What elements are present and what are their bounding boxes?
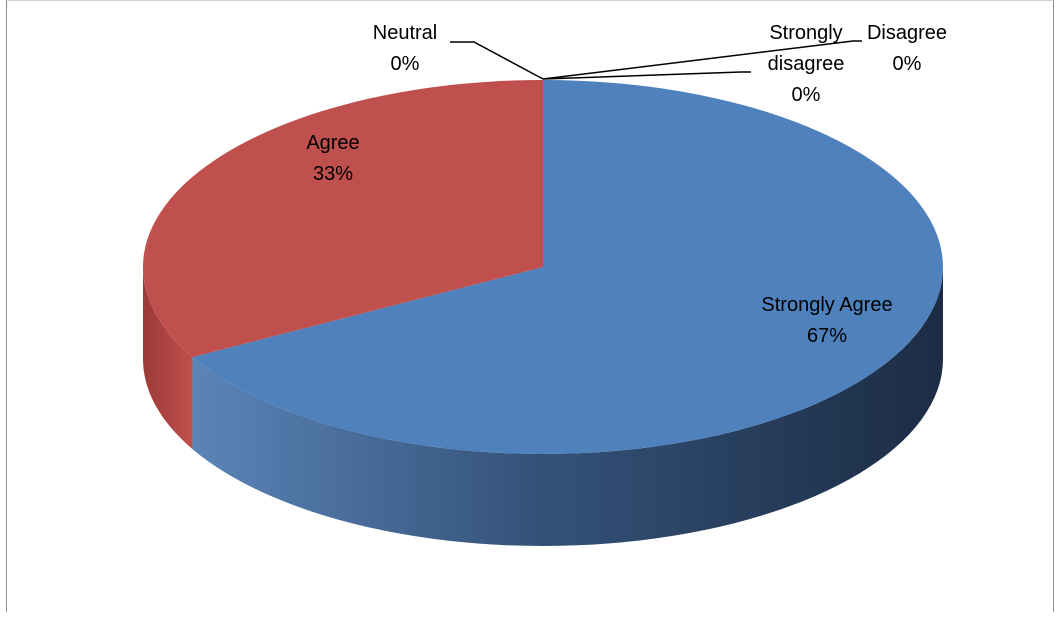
label-category: Disagree [867,22,947,44]
leader-line-strongly-disagree [542,71,751,80]
data-label-strongly-agree: Strongly Agree 67% [761,294,892,347]
pie-side-strongly-agree [192,267,944,546]
pie-slice-agree [142,80,544,358]
leader-line-disagree [542,40,862,80]
pie-side-agree [143,267,193,450]
data-label-neutral: Neutral 0% [373,22,437,75]
label-percent: 33% [313,163,353,185]
chart-area: Strongly Agree 67% Agree 33% Neutral 0% Disagr… [6,0,1054,612]
label-percent: 0% [391,53,420,75]
label-percent: 0% [893,53,922,75]
label-category: disagree [768,53,845,75]
label-category: Strongly Agree [761,294,892,316]
data-label-disagree: Disagree 0% [867,22,947,75]
data-label-strongly-disagree: Strongly disagree 0% [768,22,845,106]
label-percent: 0% [792,84,821,106]
data-label-agree: Agree 33% [306,132,359,185]
label-percent: 67% [807,325,847,347]
pie-slice-strongly-agree [192,80,944,454]
label-category: Strongly [769,22,842,44]
label-category: Agree [306,132,359,154]
label-category: Neutral [373,22,437,44]
leader-line-neutral [450,41,544,80]
pie-chart: Strongly Agree67%Agree33%Neutral0%Disagr… [142,22,947,546]
